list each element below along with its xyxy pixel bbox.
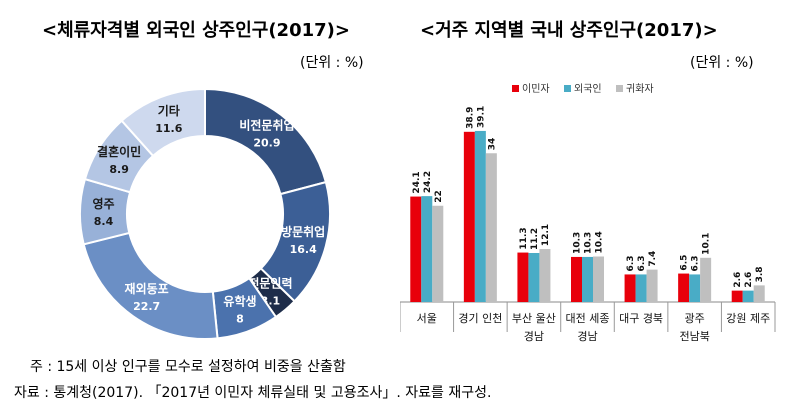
legend-entry: 귀화자 [626,83,654,95]
right-chart-title: <거주 지역별 국내 상주인구(2017)> [420,20,718,41]
bar [485,153,497,302]
donut-slice-value: 8.9 [109,163,129,176]
donut-slice-label: 전문인력 [248,276,292,291]
x-tick-label: 부산 울산 [512,312,556,325]
legend-swatch [512,85,519,92]
donut-slice-label: 영주 [92,196,114,211]
donut-slice-value: 8 [236,312,244,325]
bar [593,256,604,302]
bar-value-label: 3.8 [755,266,765,282]
bar [410,196,422,302]
bar-value-label: 2.6 [744,272,754,288]
left-unit-label: (단위 : %) [300,55,364,71]
donut-slice-value: 20.9 [253,137,280,150]
bar-value-label: 6.3 [637,255,647,271]
bar-value-label: 11.2 [530,228,540,250]
donut-slice-label: 유학생 [223,293,256,308]
bar [528,253,540,302]
legend-entry: 외국인 [574,83,602,95]
bar-value-label: 6.3 [626,255,636,271]
bar [432,205,444,302]
bar [731,290,743,302]
legend-swatch [564,85,571,92]
bar-value-label: 38.9 [465,107,475,129]
bar-value-label: 6.5 [680,255,690,271]
legend-swatch [616,85,623,92]
bar [571,256,582,302]
donut-slice-label: 결혼이민 [97,144,141,159]
bar-value-label: 24.2 [423,171,433,193]
bar-value-label: 39.1 [476,106,486,128]
bar-value-label: 2.6 [733,272,743,288]
bar [742,290,754,302]
x-tick-label: 광주 [685,312,705,325]
x-tick-label: 경남 [524,330,544,343]
donut-slice-label: 비전문취업 [239,118,294,133]
bar-value-label: 6.3 [691,255,701,271]
donut-slice-label: 방문취업 [281,224,325,239]
legend-entry: 이민자 [522,83,550,95]
bar [624,274,636,302]
bar-value-label: 34 [487,138,497,151]
donut-slice-value: 22.7 [133,300,160,313]
bar [517,252,529,302]
x-tick-label: 경기 인천 [458,311,502,325]
donut-chart: 비전문취업20.9방문취업16.4전문인력3.1유학생8재외동포22.7영주8.… [79,87,331,340]
x-tick-label: 서울 [417,312,437,325]
x-tick-label: 대전 세종 [566,312,610,325]
bar [539,249,551,302]
bar-value-label: 10.3 [573,232,583,254]
bar-value-label: 22 [434,190,444,203]
source-note: 자료 : 통계청(2017). 「2017년 이민자 체류실태 및 고용조사」.… [14,385,492,401]
right-unit-label: (단위 : %) [690,55,754,71]
footnote: 주 : 15세 이상 인구를 모수로 설정하여 비중을 산출함 [30,359,346,375]
x-tick-label: 대구 경북 [619,312,663,325]
donut-slice-value: 16.4 [290,243,317,256]
bar-value-label: 24.1 [412,171,422,193]
bar [678,273,690,302]
bar-chart: 이민자 외국인 귀화자 24.1 24.222 서울 38.9 39.134 경기 인천 11.3… [400,83,776,343]
bar-value-label: 10.3 [584,232,594,254]
bar [689,274,701,302]
bar [463,131,475,302]
donut-slice-value: 8.4 [94,215,114,228]
bar [700,257,712,302]
donut-slice [120,87,206,158]
donut-slice-value: 11.6 [155,122,182,135]
bar-value-label: 7.4 [648,251,658,267]
bar [582,256,593,302]
bar [421,196,433,302]
bar [646,269,658,302]
bar-value-label: 10.1 [702,233,712,255]
bar [635,274,647,302]
bar [474,130,486,302]
bar [753,285,765,302]
x-tick-label: 경남 [577,330,597,343]
donut-slice-label: 재외동포 [125,281,169,296]
bar-value-label: 10.4 [595,231,605,253]
donut-slice-label: 기타 [158,103,180,118]
bar-value-label: 12.1 [541,224,551,246]
x-tick-label: 전남북 [679,330,709,343]
bar-value-label: 11.3 [519,227,529,249]
left-chart-title: <체류자격별 외국인 상주인구(2017)> [42,20,350,41]
x-tick-label: 강원 제주 [726,312,770,325]
